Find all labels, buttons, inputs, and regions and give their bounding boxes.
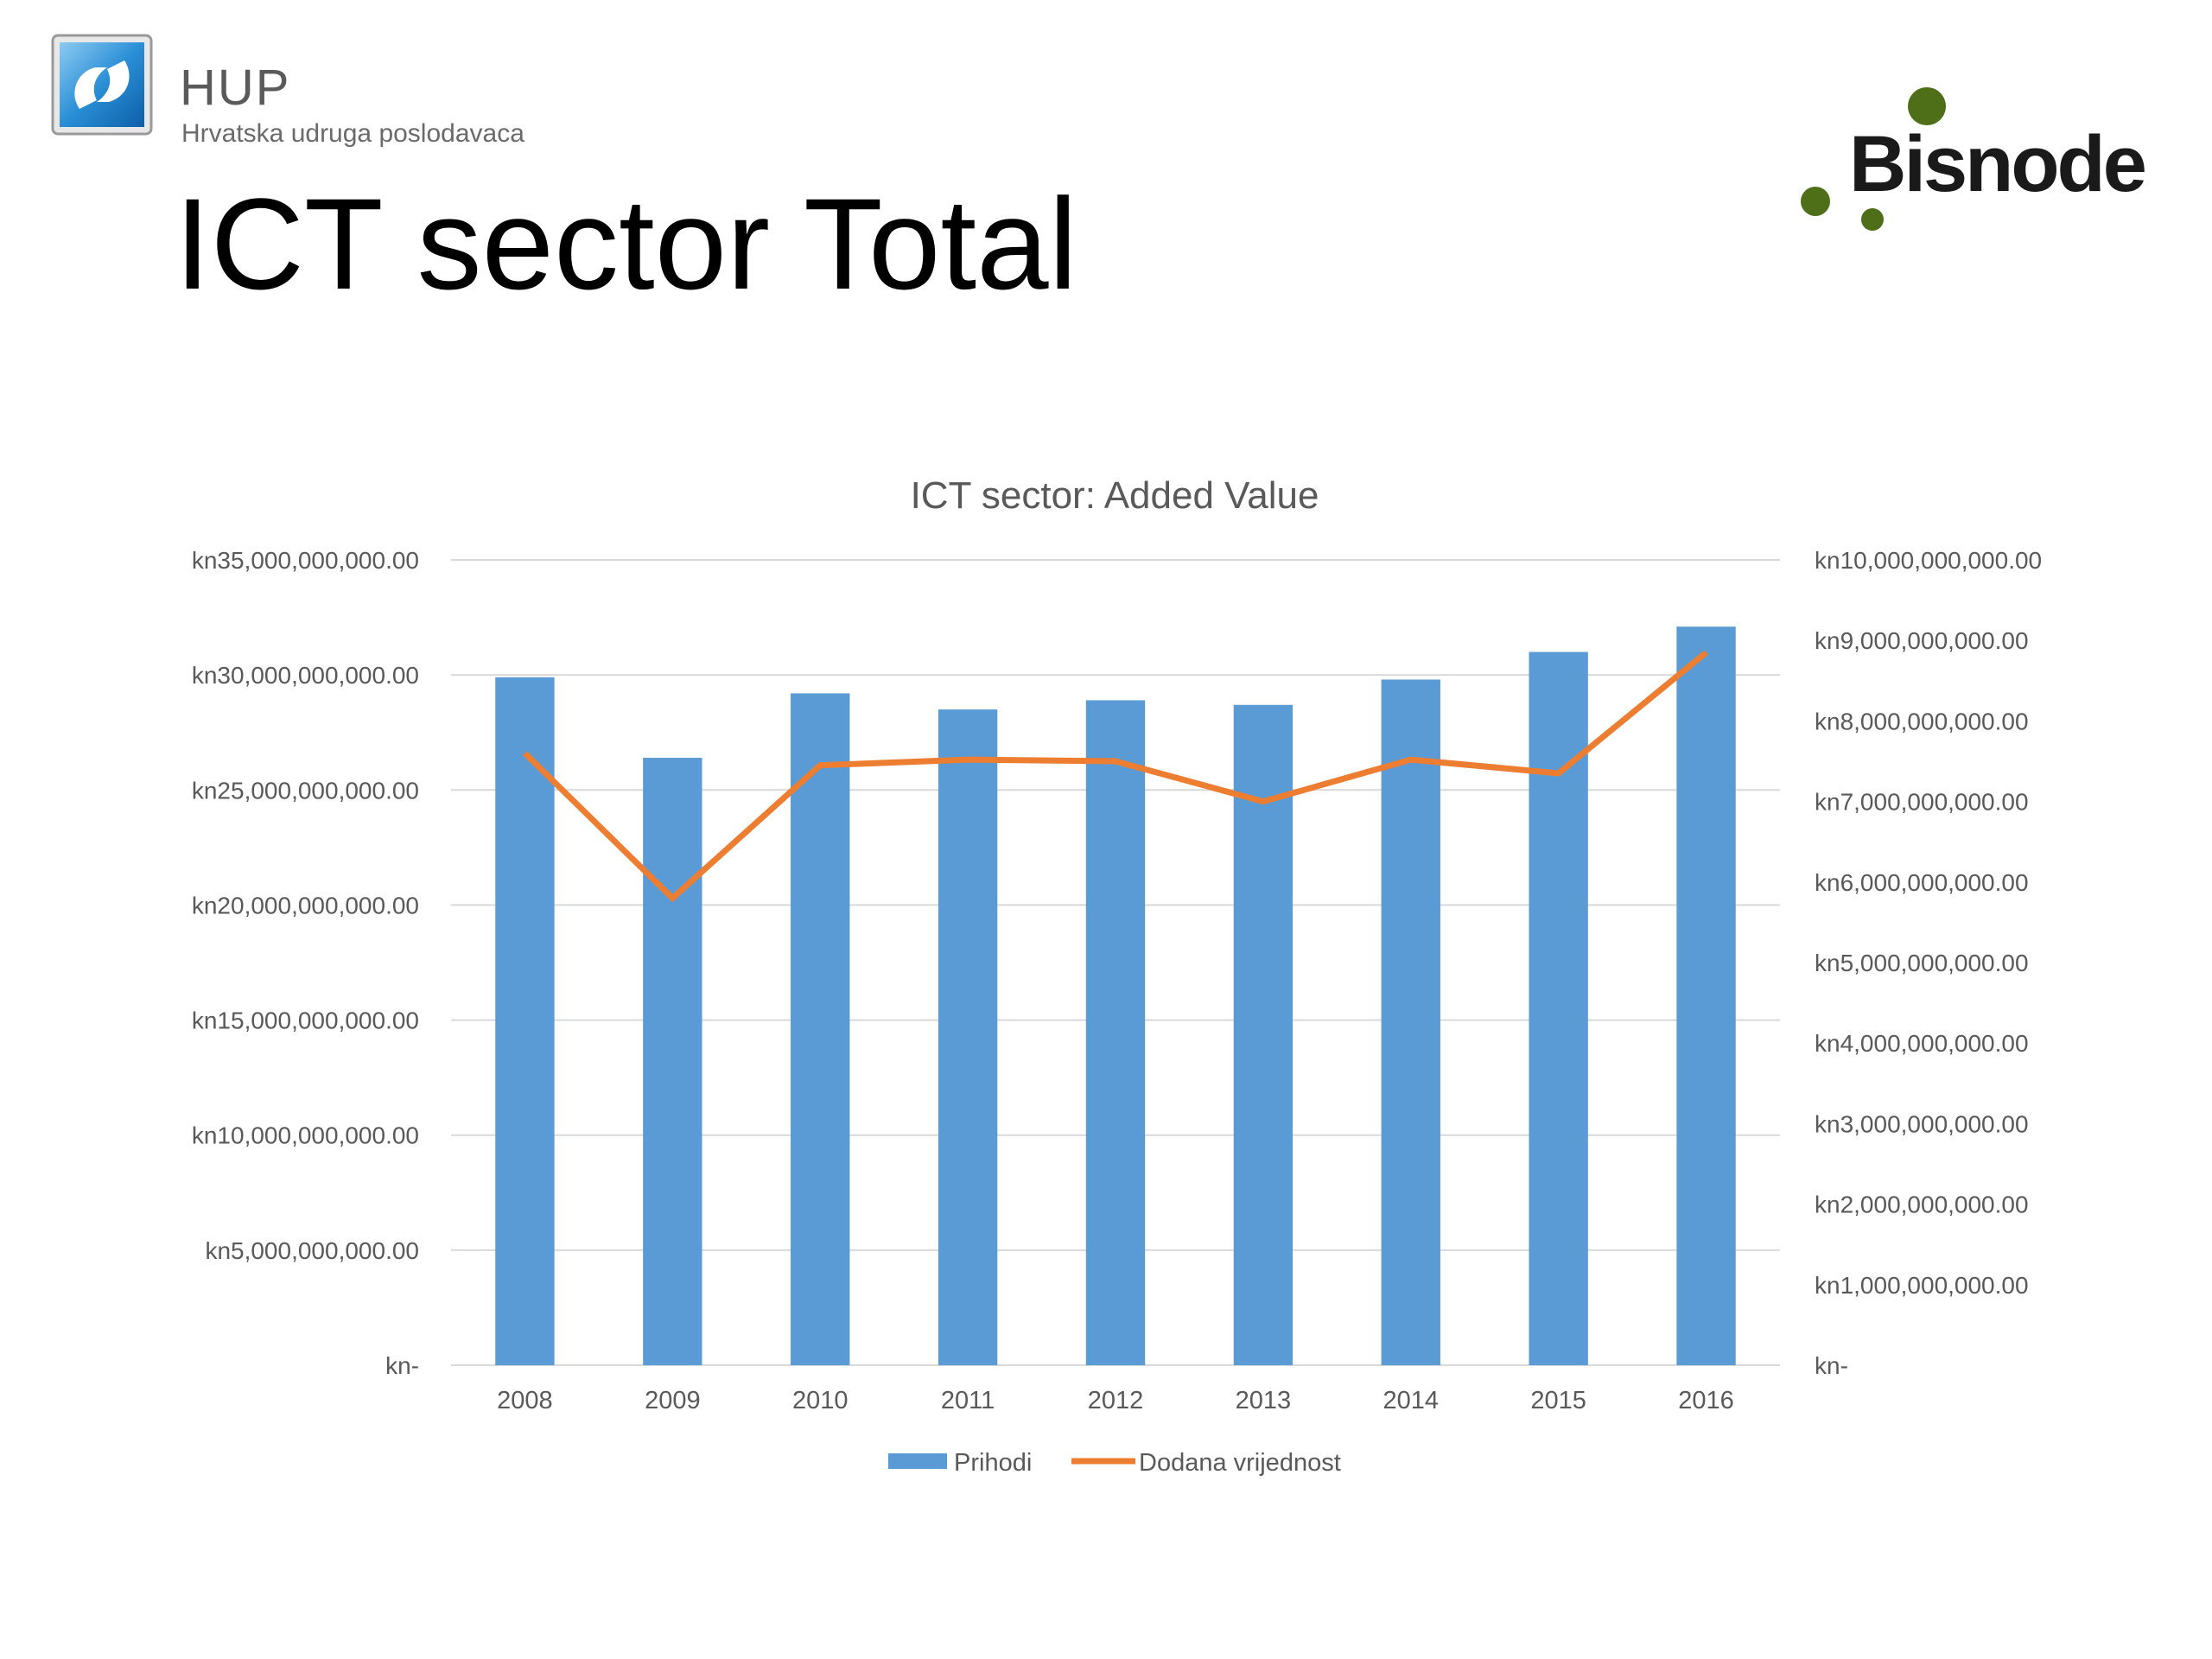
bar	[938, 709, 998, 1365]
line-series-dodana-vrijednost	[522, 650, 1708, 903]
x-tick-label: 2015	[1530, 1387, 1586, 1414]
bar-series-prihodi	[495, 626, 1736, 1365]
y-left-tick-label: kn30,000,000,000.00	[192, 662, 419, 689]
x-tick-label: 2011	[941, 1387, 995, 1414]
bisnode-logo: Bisnode	[1797, 78, 2177, 251]
x-tick-label: 2010	[792, 1387, 849, 1414]
x-tick-label: 2009	[645, 1387, 701, 1414]
line-point	[1262, 801, 1264, 803]
y-right-tick-label: kn9,000,000,000.00	[1815, 627, 2029, 654]
y-right-tick-label: kn7,000,000,000.00	[1815, 789, 2029, 816]
bar	[791, 693, 850, 1365]
hup-logo-icon	[51, 34, 153, 136]
line-point	[671, 897, 673, 899]
axes: kn-kn5,000,000,000.00 kn10,000,000,000.00…	[192, 547, 2042, 1414]
legend-swatch-prihodi	[888, 1453, 947, 1469]
bar	[495, 677, 555, 1365]
y-right-tick-label: kn8,000,000,000.00	[1815, 708, 2029, 734]
x-tick-label: 2008	[497, 1387, 553, 1414]
y-right-tick-label: kn1,000,000,000.00	[1815, 1272, 2029, 1299]
line-point	[1558, 772, 1560, 774]
x-tick-label: 2014	[1383, 1387, 1440, 1414]
y-left-tick-label: kn25,000,000,000.00	[192, 777, 419, 804]
x-tick-label: 2013	[1236, 1387, 1292, 1414]
hup-brand-text: HUP	[180, 60, 291, 116]
legend-label-dodana-vrijednost: Dodana vrijednost	[1139, 1449, 1341, 1477]
y-left-tick-label: kn5,000,000,000.00	[205, 1237, 419, 1264]
bisnode-dots-icon	[1801, 87, 1946, 231]
bar	[1085, 700, 1146, 1365]
bar	[1676, 626, 1736, 1365]
y-right-tick-label: kn4,000,000,000.00	[1815, 1030, 2029, 1057]
line-point	[819, 765, 821, 766]
y-right-tick-label: kn10,000,000,000.00	[1815, 547, 2042, 574]
line-point	[1706, 652, 1707, 653]
x-tick-label: 2012	[1088, 1387, 1144, 1414]
legend: Prihodi Dodana vrijednost	[888, 1449, 1341, 1477]
chart-title: ICT sector: Added Value	[911, 474, 1319, 517]
legend-label-prihodi: Prihodi	[954, 1449, 1032, 1477]
bar	[1233, 704, 1294, 1365]
y-right-tick-label: kn2,000,000,000.00	[1815, 1192, 2029, 1218]
y-right-tick-label: kn5,000,000,000.00	[1815, 950, 2029, 976]
y-right-tick-label: kn6,000,000,000.00	[1815, 869, 2029, 896]
hup-tagline: Hrvatska udruga poslodavaca	[181, 119, 524, 148]
y-left-tick-label: kn-	[385, 1352, 419, 1379]
bar	[1381, 679, 1440, 1365]
bisnode-brand-text: Bisnode	[1849, 120, 2147, 208]
y-left-tick-label: kn10,000,000,000.00	[192, 1122, 419, 1149]
bar	[643, 758, 702, 1365]
y-right-tick-label: kn3,000,000,000.00	[1815, 1110, 2029, 1137]
y-left-tick-label: kn15,000,000,000.00	[192, 1007, 419, 1034]
y-left-tick-label: kn35,000,000,000.00	[192, 547, 419, 574]
page-title: ICT sector Total	[175, 171, 1077, 316]
x-tick-label: 2016	[1678, 1387, 1734, 1414]
y-right-tick-label: kn-	[1815, 1352, 1848, 1379]
y-left-tick-label: kn20,000,000,000.00	[192, 892, 419, 918]
